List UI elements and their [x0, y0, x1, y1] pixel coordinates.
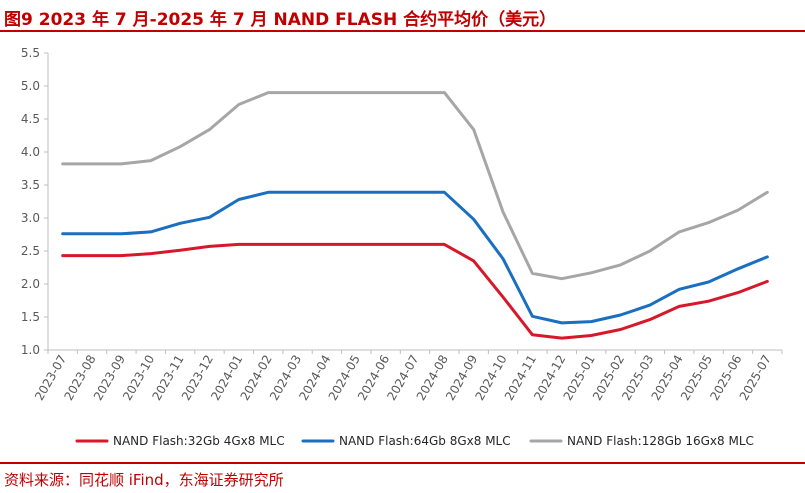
y-tick-label: 2.0	[21, 277, 40, 291]
chart-area: 1.0 1.5 2.0 2.5 3.0 3.5 4.0 4.5 5.0 5.5 2023-07 20…	[0, 32, 805, 460]
y-tick-label: 2.5	[21, 244, 40, 258]
y-tick-label: 5.0	[21, 79, 40, 93]
y-tick-label: 1.5	[21, 310, 40, 324]
figure-title-bar: 图9 2023 年 7 月-2025 年 7 月 NAND FLASH 合约平均…	[0, 0, 805, 32]
y-tick-label: 5.5	[21, 46, 40, 60]
y-tick-label: 3.5	[21, 178, 40, 192]
line-chart: 1.01.52.02.53.03.54.04.55.05.5 2023-0720…	[21, 46, 783, 448]
legend-label-1: NAND Flash:32Gb 4Gx8 MLC	[113, 434, 285, 448]
series-line-1	[61, 242, 769, 340]
footer-bar: 资料来源：同花顺 iFind，东海证券研究所	[0, 462, 805, 493]
series-line-2	[61, 190, 769, 325]
y-tick-label: 4.5	[21, 112, 40, 126]
legend-label-3: NAND Flash:128Gb 16Gx8 MLC	[567, 434, 754, 448]
series-line-3	[61, 91, 769, 281]
figure-title: 图9 2023 年 7 月-2025 年 7 月 NAND FLASH 合约平均…	[4, 10, 557, 30]
y-tick-label: 4.0	[21, 145, 40, 159]
y-tick-label: 1.0	[21, 343, 40, 357]
source-note: 资料来源：同花顺 iFind，东海证券研究所	[4, 471, 284, 489]
legend-label-2: NAND Flash:64Gb 8Gx8 MLC	[339, 434, 511, 448]
y-tick-label: 3.0	[21, 211, 40, 225]
